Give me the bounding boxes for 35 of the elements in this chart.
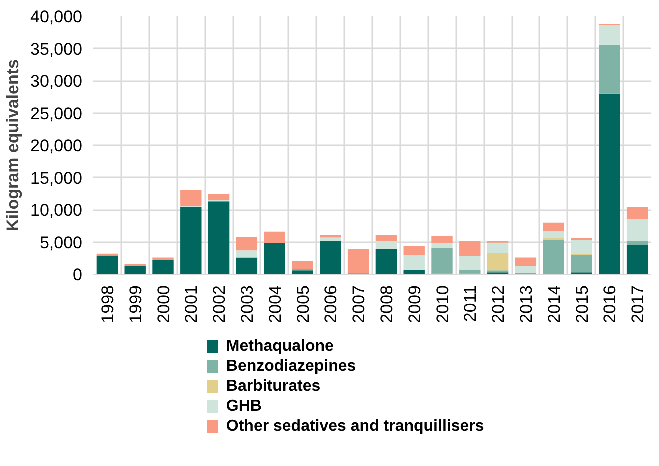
- x-tick-label: 2006: [322, 285, 341, 324]
- y-axis-title: Kilogram equivalents: [4, 60, 23, 232]
- y-tick-label: 20,000: [30, 136, 83, 156]
- x-tick-label: 2009: [405, 285, 424, 324]
- legend-label: GHB: [226, 398, 262, 415]
- x-tick-label: 1998: [98, 285, 118, 324]
- x-tick-label: 2013: [516, 285, 536, 324]
- x-tick-label: 2002: [210, 285, 230, 324]
- legend-label: Other sedatives and tranquillisers: [226, 418, 484, 435]
- x-tick-label: 2007: [350, 285, 369, 324]
- x-tick-label: 2008: [377, 285, 396, 324]
- x-tick-label: 1999: [126, 285, 146, 324]
- y-tick-label: 15,000: [30, 168, 83, 188]
- x-tick-label: 2016: [600, 285, 620, 324]
- x-tick-label: 2003: [238, 285, 257, 324]
- x-tick-label: 2001: [182, 285, 202, 324]
- y-tick-label: 30,000: [30, 72, 83, 91]
- y-tick-label: 10,000: [30, 201, 83, 220]
- y-tick-label: 40,000: [30, 8, 83, 26]
- x-tick-label: 2010: [433, 285, 452, 324]
- legend-label: Benzodiazepines: [226, 358, 356, 375]
- x-tick-label: 2005: [294, 285, 313, 324]
- x-tick-label: 2014: [544, 285, 564, 324]
- x-tick-label: 2015: [572, 285, 592, 324]
- x-tick-label: 2000: [154, 285, 174, 324]
- x-tick-label: 2012: [489, 285, 508, 324]
- x-tick-label: 2017: [628, 285, 648, 324]
- legend-label: Barbiturates: [226, 378, 321, 395]
- legend-label: Methaqualone: [226, 338, 334, 355]
- y-tick-label: 5,000: [40, 233, 83, 252]
- y-tick-label: 0: [73, 266, 83, 284]
- y-tick-label: 25,000: [30, 104, 83, 124]
- x-tick-label: 2004: [266, 285, 285, 324]
- x-tick-label: 2011: [461, 285, 480, 322]
- y-tick-label: 35,000: [30, 40, 83, 59]
